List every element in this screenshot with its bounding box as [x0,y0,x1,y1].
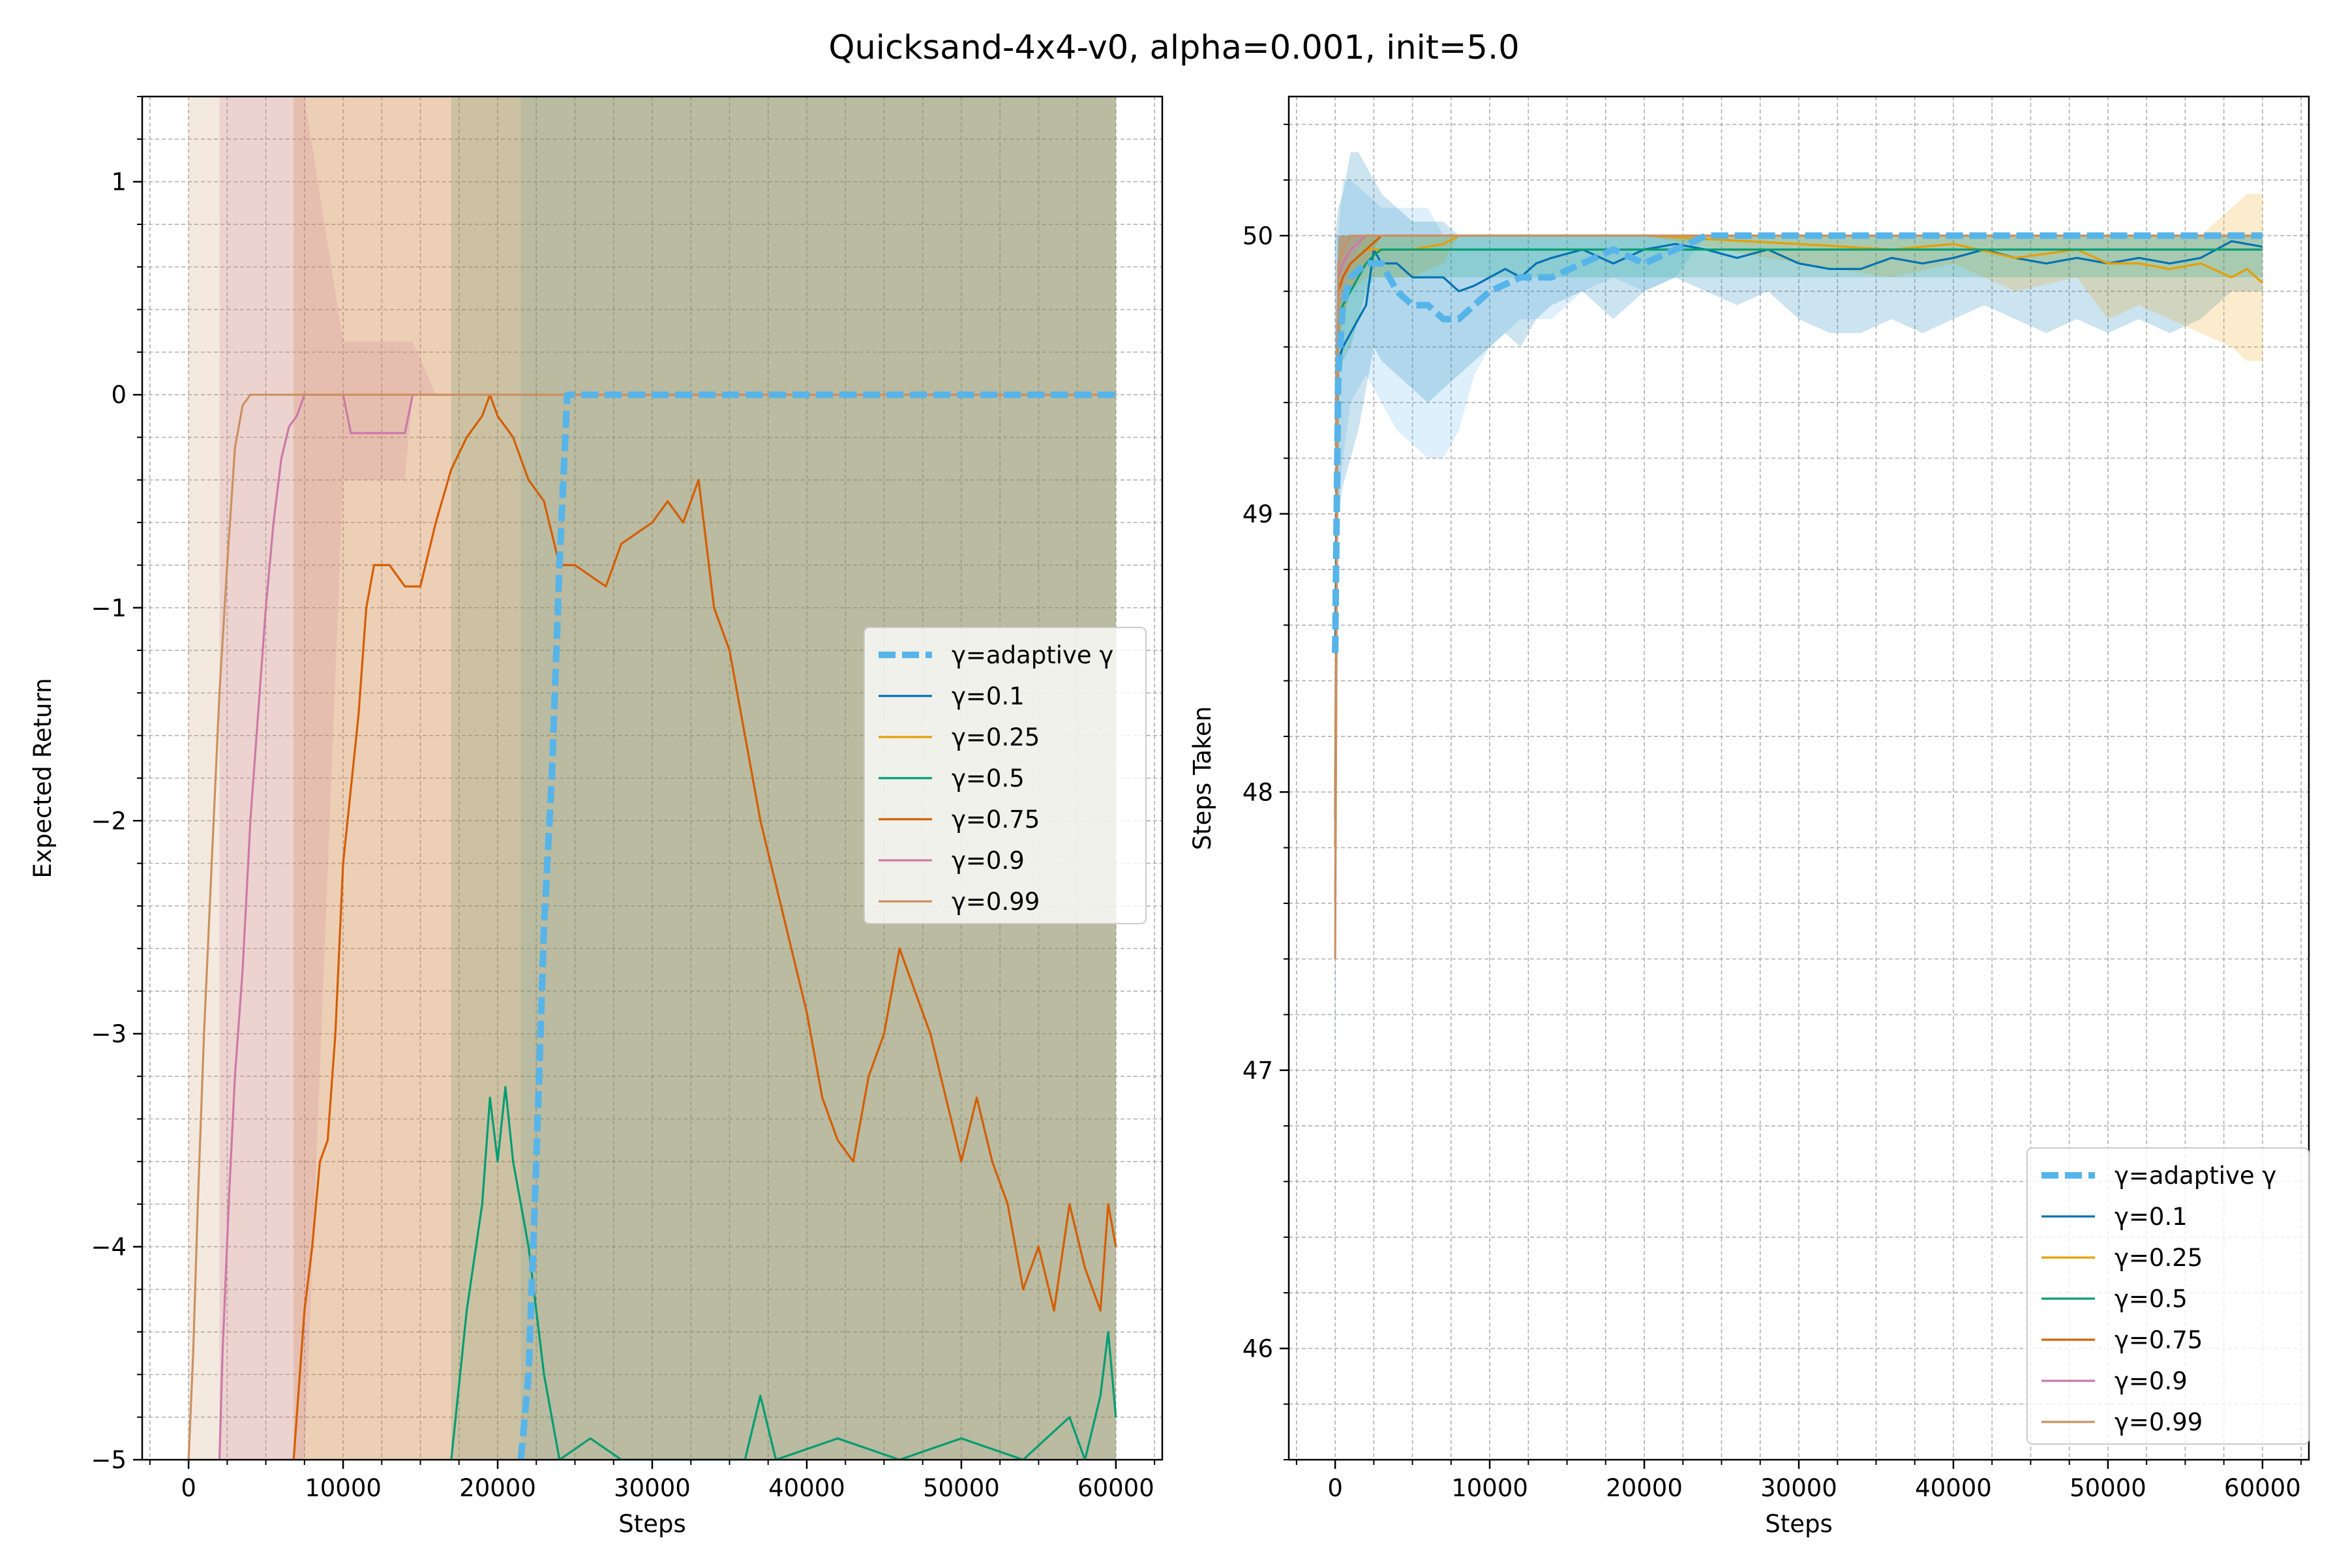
legend-label: γ=0.99 [2115,1408,2203,1436]
band-gamma-0-25 [1335,194,2263,931]
x-tick-label: 20000 [1606,1474,1683,1502]
bands [188,97,1116,1460]
y-tick-label: 48 [1242,778,1273,806]
x-tick-label: 30000 [1760,1474,1837,1502]
plot-expected-return: 0 10000 20000 30000 40000 50000 60000 Steps −5 −4… [29,95,1164,1538]
legend-label: γ=0.1 [952,682,1025,710]
y-tick-label: 50 [1242,222,1273,250]
x-tick-label: 50000 [2070,1474,2146,1502]
series-line-gamma-adaptive [517,391,1116,1460]
band-gamma-0-5 [451,97,1116,1460]
x-tick-label: 20000 [459,1474,536,1502]
y-axis-label: Steps Taken [1188,706,1216,851]
legend-item-gamma-adaptive: γ=adaptive γ [2041,1162,2276,1190]
y-axis: 46 47 48 49 50 [1242,123,1289,1460]
legend-item-gamma-0-25: γ=0.25 [879,723,1040,751]
legend-item-gamma-0-75: γ=0.75 [2041,1326,2203,1354]
legend-label: γ=0.25 [2115,1244,2203,1272]
band-gamma-0-1 [1335,152,2263,1070]
x-tick-label: 40000 [1915,1474,1992,1502]
plot-steps-taken: 0 10000 20000 30000 40000 50000 60000 Steps 46 47… [1188,95,2310,1538]
x-axis-label: Steps [618,1510,686,1538]
legend-label: γ=0.25 [952,723,1040,751]
legend-box [2026,1147,2310,1445]
x-tick-label: 10000 [305,1474,382,1502]
x-tick-label: 0 [1327,1474,1343,1502]
legend-label: γ=0.9 [2115,1367,2188,1395]
legend-label: γ=0.75 [2115,1326,2203,1354]
y-tick-label: 1 [111,168,127,196]
legend-label: γ=0.5 [2115,1285,2188,1313]
y-tick-label: 47 [1242,1057,1273,1085]
legend-label: γ=0.75 [952,806,1040,834]
legend-item-gamma-0-5: γ=0.5 [2041,1285,2188,1313]
x-tick-label: 60000 [1077,1474,1154,1502]
series-lines [187,391,1117,1460]
legend-label: γ=adaptive γ [2115,1162,2276,1190]
legend-box [864,627,1147,924]
band-gamma-0-75 [294,97,1116,1460]
legend-item-gamma-0-1: γ=0.1 [2041,1203,2188,1231]
legend-item-gamma-0-5: γ=0.5 [879,764,1025,792]
legend-item-gamma-0-99: γ=0.99 [2041,1408,2203,1436]
series-lines [1332,232,2263,959]
legend-label: γ=0.1 [2115,1203,2188,1231]
x-axis-label: Steps [1765,1510,1833,1538]
series-line-gamma-0-75 [292,393,1117,1460]
x-tick-label: 60000 [2224,1474,2301,1502]
bands [1335,152,2263,1070]
band-gamma-0-9 [219,97,1116,1460]
y-tick-label: −2 [91,807,127,835]
legend: γ=adaptive γ γ=0.1 γ=0.25 γ=0.5 γ=0.75 γ=0.9 γ… [2026,1147,2310,1445]
legend-item-gamma-0-1: γ=0.1 [879,682,1025,710]
band-gamma-0-99 [188,97,1116,1460]
figure-title: Quicksand-4x4-v0, alpha=0.001, init=5.0 [828,29,1519,67]
y-tick-label: 46 [1242,1334,1273,1363]
legend-item-gamma-0-9: γ=0.9 [879,847,1025,875]
legend-label: γ=adaptive γ [952,641,1113,669]
legend-item-gamma-0-75: γ=0.75 [879,806,1040,834]
legend-item-gamma-0-99: γ=0.99 [879,888,1040,916]
legend-item-gamma-0-9: γ=0.9 [2041,1367,2188,1395]
y-tick-label: −3 [91,1020,127,1048]
y-tick-label: −4 [91,1233,127,1261]
series-line-gamma-adaptive [1332,232,2263,654]
band-gamma-adaptive [520,97,1116,1460]
legend-label: γ=0.99 [952,888,1040,916]
legend-item-gamma-adaptive: γ=adaptive γ [879,641,1113,669]
x-tick-label: 40000 [768,1474,845,1502]
y-tick-label: 0 [111,381,127,409]
band-gamma-adaptive [1335,180,2263,1070]
legend: γ=adaptive γ γ=0.1 γ=0.25 γ=0.5 γ=0.75 γ=0.9 γ… [864,627,1147,924]
x-axis: 0 10000 20000 30000 40000 50000 60000 [1295,1460,2302,1502]
series-line-gamma-0-5 [450,1085,1117,1460]
legend-label: γ=0.5 [952,764,1025,792]
y-tick-label: −1 [91,594,127,622]
x-tick-label: 10000 [1451,1474,1528,1502]
y-tick-label: 49 [1242,500,1273,528]
y-tick-label: −5 [91,1446,127,1474]
legend-label: γ=0.9 [952,847,1025,875]
x-tick-label: 50000 [923,1474,1000,1502]
x-axis: 0 10000 20000 30000 40000 50000 60000 [149,1460,1156,1502]
y-axis-label: Expected Return [29,678,57,878]
x-tick-label: 30000 [614,1474,691,1502]
legend-item-gamma-0-25: γ=0.25 [2041,1244,2203,1272]
y-axis: −5 −4 −3 −2 −1 0 1 [91,96,142,1474]
x-tick-label: 0 [181,1474,196,1502]
